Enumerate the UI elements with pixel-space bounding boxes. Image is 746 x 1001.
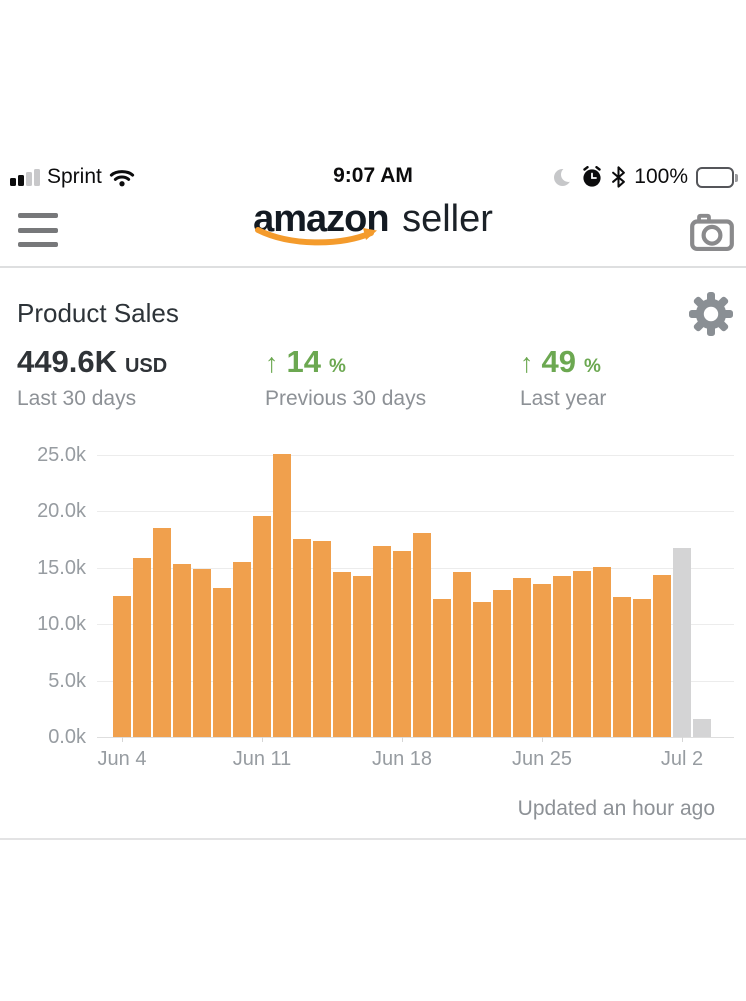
chart-gridline: [97, 511, 734, 513]
chart-bar-jun-19[interactable]: [413, 532, 431, 737]
chart-bar-jun-26[interactable]: [553, 575, 571, 737]
sales-total-unit: USD: [124, 355, 168, 377]
metric-last-30-days: 449.6K USD Last 30 days: [17, 344, 167, 411]
up-arrow-icon: ↑: [265, 348, 279, 378]
logo-amazon-text: amazon: [253, 198, 390, 246]
x-axis-tick: [542, 737, 543, 742]
chart-bar-jun-29[interactable]: [613, 597, 631, 737]
y-axis-tick-label: 5.0k: [48, 669, 86, 692]
chart-bar-jun-11[interactable]: [253, 515, 271, 737]
camera-button[interactable]: [688, 210, 736, 254]
x-axis-tick-label: Jun 18: [371, 748, 433, 770]
y-axis-tick-label: 25.0k: [37, 444, 86, 466]
menu-button[interactable]: [18, 213, 58, 247]
chart-gridline: [97, 455, 734, 456]
cell-signal-icon: [10, 168, 40, 186]
chart-bar-jun-8[interactable]: [193, 568, 211, 737]
chart-bar-jun-28[interactable]: [593, 566, 611, 737]
chart-bar-jun-15[interactable]: [333, 572, 351, 737]
app-header: amazon seller: [0, 196, 746, 268]
chart-bar-jun-7[interactable]: [173, 564, 191, 737]
chart-bar-jun-4[interactable]: [113, 596, 131, 737]
x-axis-tick-label: Jun 4: [97, 748, 147, 770]
settings-button[interactable]: [687, 290, 735, 338]
chart-bar-jun-9[interactable]: [213, 588, 231, 737]
carrier-label: Sprint: [47, 165, 102, 188]
sales-bar-chart[interactable]: 25.0k 20.0k 15.0k 10.0k 5.0k 0.0k Jun 4 Jun 11 J…: [0, 440, 746, 790]
y-axis-tick-label: 15.0k: [37, 556, 86, 579]
chart-bar-jul-3[interactable]: [693, 719, 711, 737]
metric-previous-30-days: ↑ 14 % Previous 30 days: [265, 344, 426, 411]
x-axis-tick-label: Jun 11: [232, 748, 292, 770]
do-not-disturb-moon-icon: [554, 166, 577, 187]
y-axis-tick-label: 20.0k: [37, 500, 86, 523]
amazon-smile-icon: [255, 227, 378, 246]
chart-bar-jun-21[interactable]: [453, 572, 471, 737]
metric-label: Last year: [520, 387, 607, 410]
chart-bar-jun-17[interactable]: [373, 546, 391, 737]
metric-percent-value: 14: [286, 344, 321, 379]
gear-icon: [689, 292, 733, 336]
battery-percent-label: 100%: [634, 165, 688, 188]
metric-percent-value: 49: [541, 344, 576, 379]
chart-bar-jun-20[interactable]: [433, 599, 451, 737]
chart-bar-jun-24[interactable]: [513, 578, 531, 737]
updated-timestamp: Updated an hour ago: [517, 797, 715, 820]
y-axis-tick-label: 10.0k: [37, 613, 86, 636]
alarm-clock-icon: [583, 166, 601, 187]
up-arrow-icon: ↑: [520, 348, 534, 378]
x-axis-tick: [122, 737, 123, 742]
chart-bar-jul-1[interactable]: [653, 574, 671, 737]
metric-label: Last 30 days: [17, 387, 137, 410]
metrics-row: 449.6K USD Last 30 days ↑ 14 % Previous …: [0, 344, 746, 411]
metric-percent-sign: %: [328, 356, 346, 377]
amazon-seller-logo: amazon seller: [0, 198, 746, 246]
chart-bar-jun-16[interactable]: [353, 575, 371, 737]
x-axis-tick: [682, 737, 683, 742]
chart-bar-jun-18[interactable]: [393, 550, 411, 737]
logo-seller-text: seller: [402, 198, 493, 240]
chart-bar-jun-27[interactable]: [573, 571, 591, 737]
chart-bar-jun-5[interactable]: [133, 557, 151, 737]
wifi-icon: [109, 170, 134, 187]
x-axis-tick: [402, 737, 403, 742]
status-bar: Sprint 9:07 AM 100%: [0, 158, 746, 196]
chart-bar-jun-13[interactable]: [293, 538, 311, 737]
chart-bar-jun-14[interactable]: [313, 540, 331, 737]
x-axis-tick-label: Jun 25: [511, 748, 573, 770]
camera-icon: [690, 213, 734, 252]
chart-bar-jun-12[interactable]: [273, 453, 291, 737]
battery-icon: [696, 166, 738, 188]
chart-bar-jun-23[interactable]: [493, 590, 511, 737]
chart-gridline: [97, 737, 734, 738]
page-title: Product Sales: [17, 298, 179, 328]
chart-bar-jun-25[interactable]: [533, 583, 551, 737]
chart-bars: [112, 453, 712, 737]
chart-bar-jul-2[interactable]: [673, 547, 691, 737]
metric-label: Previous 30 days: [265, 387, 427, 410]
section-divider: [0, 838, 746, 840]
chart-bar-jun-10[interactable]: [233, 562, 251, 737]
bluetooth-icon: [612, 166, 626, 188]
chart-bar-jun-6[interactable]: [153, 528, 171, 737]
chart-bar-jun-30[interactable]: [633, 599, 651, 737]
x-axis-tick: [262, 737, 263, 742]
metric-percent-sign: %: [583, 356, 601, 377]
sales-total-value: 449.6K: [17, 344, 117, 379]
chart-bar-jun-22[interactable]: [473, 601, 491, 737]
y-axis-tick-label: 0.0k: [48, 726, 86, 748]
metric-last-year: ↑ 49 % Last year: [520, 344, 606, 411]
x-axis-tick-label: Jul 2: [660, 748, 704, 770]
clock-label: 9:07 AM: [333, 164, 413, 187]
